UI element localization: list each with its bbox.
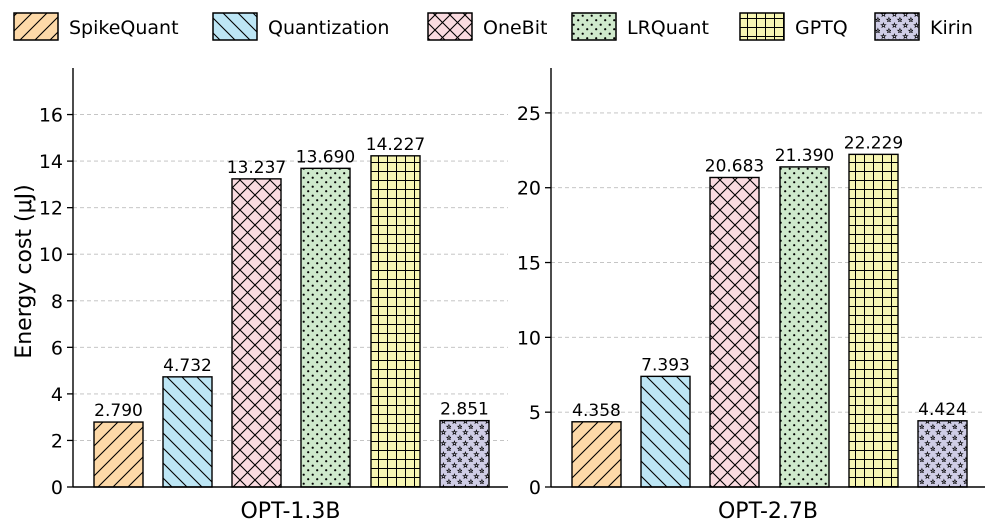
y-tick-label: 12 bbox=[39, 198, 63, 220]
legend-item-quantization: Quantization bbox=[212, 12, 389, 41]
bar-gptq bbox=[848, 153, 899, 488]
value-label-onebit: 13.237 bbox=[227, 158, 286, 178]
bar-kirin bbox=[439, 419, 490, 488]
panel-opt-1-3b: 2.790 4.732 13.237 13.690 14.227 2.851 0 2 4 6 8 10… bbox=[12, 68, 508, 524]
panel-opt-2-7b: 4.358 7.393 20.683 21.390 22.229 4.424 0 5 10 15 2… bbox=[517, 68, 985, 524]
y-tick-label: 20 bbox=[517, 178, 541, 200]
legend: SpikeQuant Quantization OneBit LRQuant GPTQ K… bbox=[13, 12, 973, 41]
y-tick-label: 4 bbox=[51, 384, 63, 406]
value-label-quantization: 4.732 bbox=[163, 356, 212, 376]
value-label-kirin: 2.851 bbox=[440, 400, 489, 420]
bar-gptq bbox=[370, 155, 421, 488]
legend-swatch-pattern bbox=[13, 12, 59, 41]
value-label-gptq: 14.227 bbox=[366, 135, 425, 155]
bar-onebit bbox=[231, 178, 282, 488]
y-tick-label: 0 bbox=[51, 477, 63, 499]
y-tick-label: 15 bbox=[517, 253, 541, 275]
bar-spikequant bbox=[93, 421, 144, 488]
value-label-spikequant: 4.358 bbox=[572, 401, 621, 421]
y-axis-label: Energy cost (μJ) bbox=[12, 184, 37, 358]
legend-item-kirin: Kirin bbox=[874, 12, 973, 41]
legend-swatch-pattern bbox=[571, 12, 617, 41]
value-label-lrquant: 21.390 bbox=[775, 146, 834, 166]
value-label-quantization: 7.393 bbox=[641, 355, 690, 375]
value-label-spikequant: 2.790 bbox=[94, 401, 143, 421]
legend-swatch-pattern bbox=[874, 12, 920, 41]
bar-kirin bbox=[917, 420, 968, 488]
y-tick-label: 2 bbox=[51, 430, 63, 452]
bar-quantization bbox=[162, 376, 213, 488]
legend-item-spikequant: SpikeQuant bbox=[13, 12, 179, 41]
legend-label: SpikeQuant bbox=[69, 17, 179, 39]
y-tick-label: 8 bbox=[51, 291, 63, 313]
bar-onebit bbox=[709, 176, 760, 488]
bar-spikequant bbox=[571, 421, 622, 488]
y-tick-label: 10 bbox=[517, 327, 541, 349]
legend-label: GPTQ bbox=[795, 17, 848, 39]
bar-lrquant bbox=[300, 167, 351, 488]
legend-item-onebit: OneBit bbox=[427, 12, 547, 41]
y-tick-label: 14 bbox=[39, 151, 63, 173]
legend-label: OneBit bbox=[483, 17, 547, 39]
legend-item-lrquant: LRQuant bbox=[571, 12, 709, 41]
x-axis-label: OPT-1.3B bbox=[240, 499, 340, 524]
y-tick-label: 10 bbox=[39, 244, 63, 266]
value-label-lrquant: 13.690 bbox=[296, 147, 355, 167]
legend-label: LRQuant bbox=[627, 17, 709, 39]
y-tick-label: 5 bbox=[529, 402, 541, 424]
bar-lrquant bbox=[779, 166, 830, 488]
y-tick-label: 16 bbox=[39, 105, 63, 127]
y-tick-label: 25 bbox=[517, 103, 541, 125]
y-tick-label: 6 bbox=[51, 337, 63, 359]
value-label-gptq: 22.229 bbox=[844, 133, 903, 153]
legend-item-gptq: GPTQ bbox=[739, 12, 848, 41]
legend-label: Kirin bbox=[930, 17, 973, 39]
value-label-kirin: 4.424 bbox=[918, 400, 967, 420]
legend-swatch-pattern bbox=[212, 12, 258, 41]
value-label-onebit: 20.683 bbox=[705, 156, 764, 176]
y-tick-label: 0 bbox=[529, 477, 541, 499]
legend-swatch-pattern bbox=[739, 12, 785, 41]
legend-swatch-pattern bbox=[427, 12, 473, 41]
x-axis-label: OPT-2.7B bbox=[718, 499, 818, 524]
bar-quantization bbox=[640, 375, 691, 488]
legend-label: Quantization bbox=[268, 17, 389, 39]
